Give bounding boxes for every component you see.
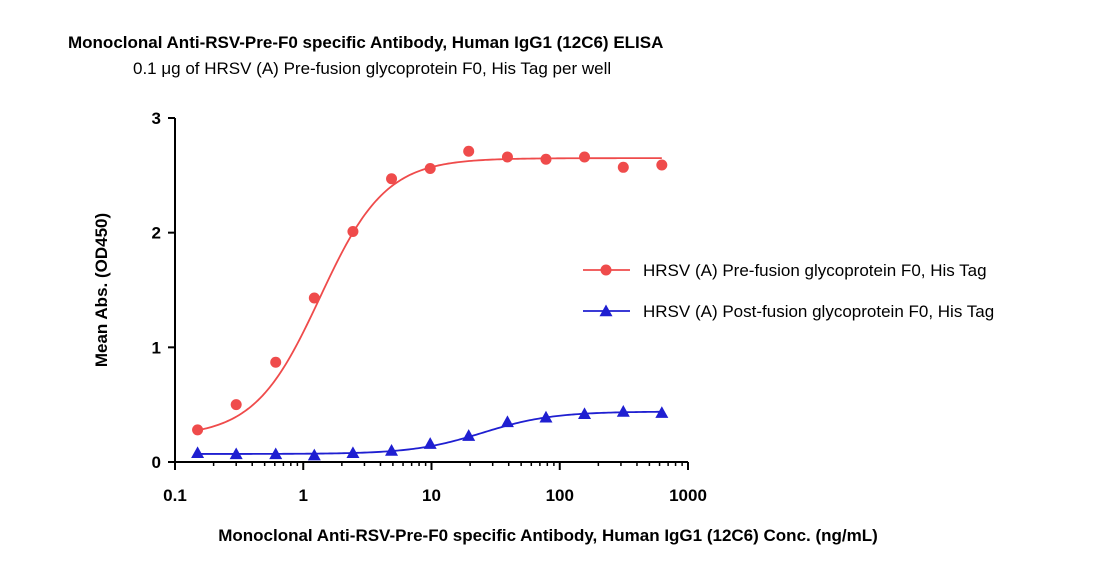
series-layer	[191, 145, 669, 461]
x-tick-label: 1000	[669, 486, 707, 505]
data-point	[230, 399, 242, 411]
series-1	[192, 145, 668, 436]
legend-marker	[600, 264, 612, 276]
data-point	[269, 447, 283, 460]
data-point	[385, 444, 399, 456]
data-point	[462, 429, 476, 441]
chart-title: Monoclonal Anti-RSV-Pre-F0 specific Anti…	[68, 33, 663, 52]
x-axis-title: Monoclonal Anti-RSV-Pre-F0 specific Anti…	[218, 526, 878, 545]
data-point	[347, 226, 359, 238]
fit-curve	[197, 157, 662, 432]
data-point	[386, 173, 398, 185]
y-tick-label: 0	[152, 453, 161, 472]
y-tick-label: 3	[152, 109, 161, 128]
data-point	[578, 407, 592, 420]
x-tick-label: 100	[546, 486, 574, 505]
legend: HRSV (A) Pre-fusion glycoprotein F0, His…	[583, 261, 994, 321]
x-tick-label: 10	[422, 486, 441, 505]
data-point	[308, 292, 320, 304]
series-2	[191, 405, 669, 461]
legend-marker	[599, 304, 613, 317]
data-point	[539, 410, 553, 423]
x-tick-label: 0.1	[163, 486, 187, 505]
data-point	[501, 151, 513, 163]
data-point	[656, 159, 668, 171]
data-point	[423, 437, 437, 449]
data-point	[500, 415, 514, 428]
y-tick-label: 2	[152, 224, 161, 243]
x-tick-label: 1	[299, 486, 308, 505]
axes: 0 1 2 3 0.1 1 10 100 1000	[152, 109, 707, 505]
data-point	[617, 161, 629, 173]
data-point	[540, 153, 552, 165]
y-axis-title: Mean Abs. (OD450)	[92, 213, 111, 367]
data-point	[191, 446, 205, 459]
data-point	[229, 447, 243, 460]
legend-label: HRSV (A) Post-fusion glycoprotein F0, Hi…	[643, 302, 994, 321]
data-point	[579, 151, 591, 163]
data-point	[424, 162, 436, 174]
data-point	[270, 356, 282, 368]
data-point	[346, 446, 360, 459]
y-tick-label: 1	[152, 338, 161, 357]
data-point	[655, 406, 669, 418]
legend-label: HRSV (A) Pre-fusion glycoprotein F0, His…	[643, 261, 987, 280]
data-point	[463, 145, 475, 157]
chart-subtitle: 0.1 μg of HRSV (A) Pre-fusion glycoprote…	[133, 59, 611, 78]
data-point	[307, 448, 321, 461]
data-point	[192, 424, 204, 436]
data-point	[616, 405, 630, 417]
